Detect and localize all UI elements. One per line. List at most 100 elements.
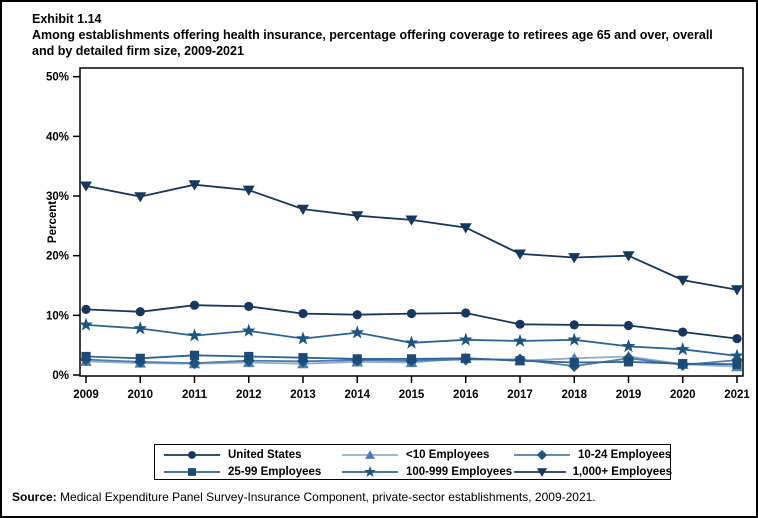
marker-star xyxy=(458,332,473,346)
legend-item-10-24-employees: 10-24 Employees xyxy=(513,447,672,463)
legend-item-100-999-employees: 100-999 Employees xyxy=(341,464,513,480)
marker-star xyxy=(133,321,148,335)
x-tick-label: 2012 xyxy=(236,389,262,401)
marker-square xyxy=(623,357,634,367)
x-tick-label: 2021 xyxy=(724,389,750,401)
marker-square xyxy=(461,353,471,363)
star-legend-icon xyxy=(342,465,398,477)
x-tick-label: 2017 xyxy=(507,389,533,401)
legend-label: United States xyxy=(228,448,302,461)
y-tick-label: 50% xyxy=(46,72,69,84)
marker-circle xyxy=(81,304,91,314)
marker-circle xyxy=(188,450,196,459)
marker-triangle-down xyxy=(676,275,689,286)
y-tick-label: 30% xyxy=(46,191,69,203)
legend-item-1-000-employees: 1,000+ Employees xyxy=(513,464,672,480)
marker-square xyxy=(244,351,254,362)
legend-item-united-states: United States xyxy=(163,447,341,463)
marker-star xyxy=(79,317,93,331)
x-tick-label: 2019 xyxy=(616,389,642,401)
source-line: Source: Medical Expenditure Panel Survey… xyxy=(12,490,596,504)
marker-circle xyxy=(732,334,742,344)
x-tick-label: 2010 xyxy=(127,389,153,401)
marker-square xyxy=(406,354,417,364)
marker-diamond xyxy=(188,357,201,370)
marker-triangle-down xyxy=(536,467,548,477)
marker-triangle-up xyxy=(365,449,375,459)
marker-circle xyxy=(515,319,525,329)
marker-triangle-down xyxy=(134,192,147,203)
y-tick-label: 40% xyxy=(46,131,69,143)
marker-triangle-down xyxy=(405,215,418,226)
triangle-up-legend-icon xyxy=(342,449,398,459)
y-axis-title: Percent xyxy=(47,201,59,243)
series-line-1-000-employees xyxy=(85,183,738,291)
marker-triangle-down xyxy=(731,285,743,296)
x-tick-label: 2018 xyxy=(561,389,587,401)
x-tick-label: 2009 xyxy=(73,389,99,401)
exhibit-label: Exhibit 1.14 xyxy=(32,12,102,26)
marker-square xyxy=(298,353,308,363)
marker-circle xyxy=(189,300,200,310)
marker-circle xyxy=(678,327,688,337)
marker-square xyxy=(352,354,362,364)
marker-triangle-down xyxy=(80,181,92,192)
marker-triangle-down xyxy=(514,249,526,260)
marker-circle xyxy=(623,320,634,331)
legend-label: 25-99 Employees xyxy=(228,465,322,478)
marker-square xyxy=(515,356,525,366)
marker-star xyxy=(675,342,690,356)
marker-star xyxy=(350,325,365,339)
marker-triangle-down xyxy=(459,223,472,234)
marker-square xyxy=(135,353,145,363)
legend-item-25-99-employees: 25-99 Employees xyxy=(163,464,341,480)
square-legend-icon xyxy=(164,467,220,476)
marker-star xyxy=(567,332,582,346)
y-tick-label: 10% xyxy=(46,310,69,322)
marker-circle xyxy=(461,308,471,318)
marker-circle xyxy=(352,310,362,320)
marker-star xyxy=(513,333,527,347)
source-label: Source: xyxy=(12,490,57,504)
y-tick-label: 0% xyxy=(52,370,69,382)
marker-circle xyxy=(135,307,145,317)
triangle-down-legend-icon xyxy=(514,467,566,477)
marker-diamond xyxy=(536,449,548,460)
x-tick-label: 2011 xyxy=(182,389,208,401)
line-chart: 0% 10% 20% 30% 40% 50% Percent 2009 2010 2011 2012… xyxy=(46,67,750,401)
x-tick-label: 2016 xyxy=(453,389,479,401)
legend-item--10-employees: <10 Employees xyxy=(341,447,513,463)
marker-circle xyxy=(406,308,417,319)
marker-triangle-down xyxy=(297,204,309,215)
x-tick-label: 2013 xyxy=(290,389,316,401)
marker-star xyxy=(730,348,744,362)
marker-triangle-down xyxy=(351,211,364,222)
marker-star xyxy=(187,328,202,342)
marker-square xyxy=(678,359,688,369)
x-tick-label: 2014 xyxy=(344,389,370,401)
chart-legend: United States <10 Employees 10-24 Employee… xyxy=(154,444,672,480)
marker-square xyxy=(569,357,579,368)
legend-label: 1,000+ Employees xyxy=(572,465,672,478)
marker-triangle-down xyxy=(568,253,581,264)
marker-star xyxy=(621,339,636,353)
legend-label: 100-999 Employees xyxy=(406,465,513,478)
legend-label: 10-24 Employees xyxy=(578,448,672,461)
marker-star xyxy=(364,465,376,477)
marker-square xyxy=(189,350,200,360)
diamond-legend-icon xyxy=(514,449,570,460)
marker-triangle-down xyxy=(622,251,635,262)
marker-triangle-down xyxy=(188,180,201,191)
marker-star xyxy=(404,335,419,349)
marker-square xyxy=(732,359,742,369)
marker-square xyxy=(188,467,196,476)
chart-title-line1: Among establishments offering health ins… xyxy=(32,28,713,42)
marker-circle xyxy=(298,308,308,319)
y-tick-label: 20% xyxy=(46,251,69,263)
marker-square xyxy=(81,351,91,362)
marker-triangle-down xyxy=(242,185,255,196)
x-tick-label: 2020 xyxy=(670,389,696,401)
title-block: Exhibit 1.14 Among establishments offeri… xyxy=(32,11,713,59)
circle-legend-icon xyxy=(164,450,220,459)
